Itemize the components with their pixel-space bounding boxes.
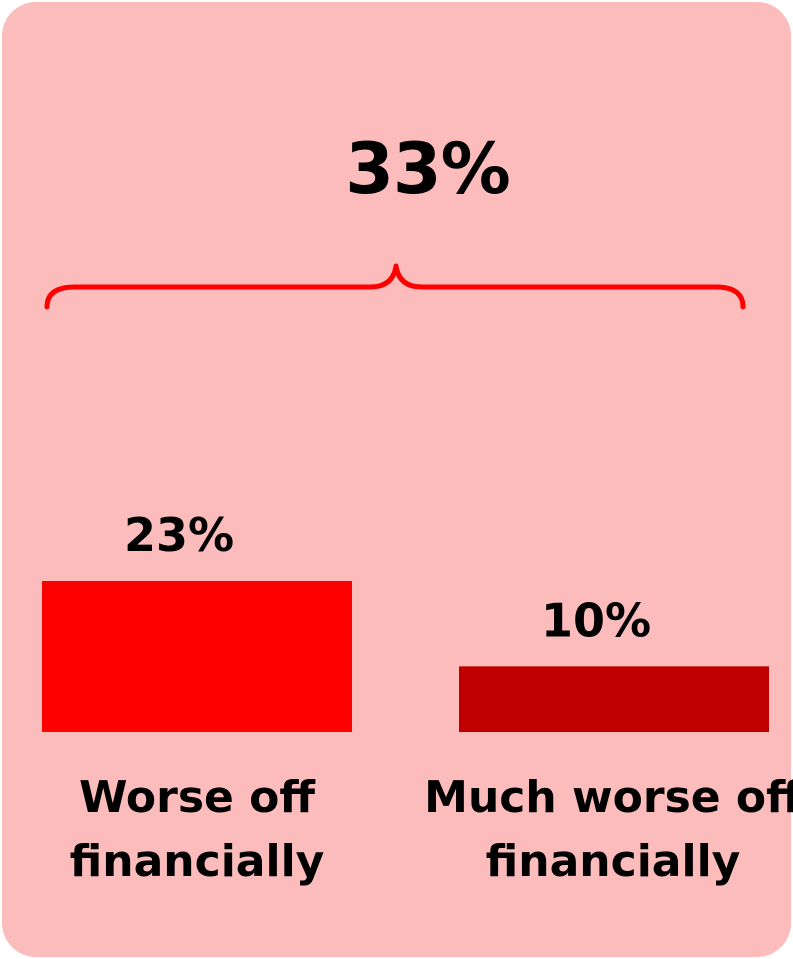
category-label-line: financially [69, 836, 325, 887]
category-label-line: Worse off [78, 772, 316, 823]
total-percentage: 33% [345, 128, 511, 210]
bar-0 [42, 581, 352, 732]
category-label-worse-off: Worse off financially [0, 766, 397, 894]
category-label-line: Much worse off [424, 772, 793, 823]
bar-1 [459, 666, 769, 732]
category-label-much-worse-off: Much worse off financially [413, 766, 793, 894]
bar-value-label-1: 10% [541, 593, 651, 647]
brace-path [44, 263, 746, 310]
category-label-line: financially [485, 836, 741, 887]
bar-value-label-0: 23% [124, 508, 234, 562]
